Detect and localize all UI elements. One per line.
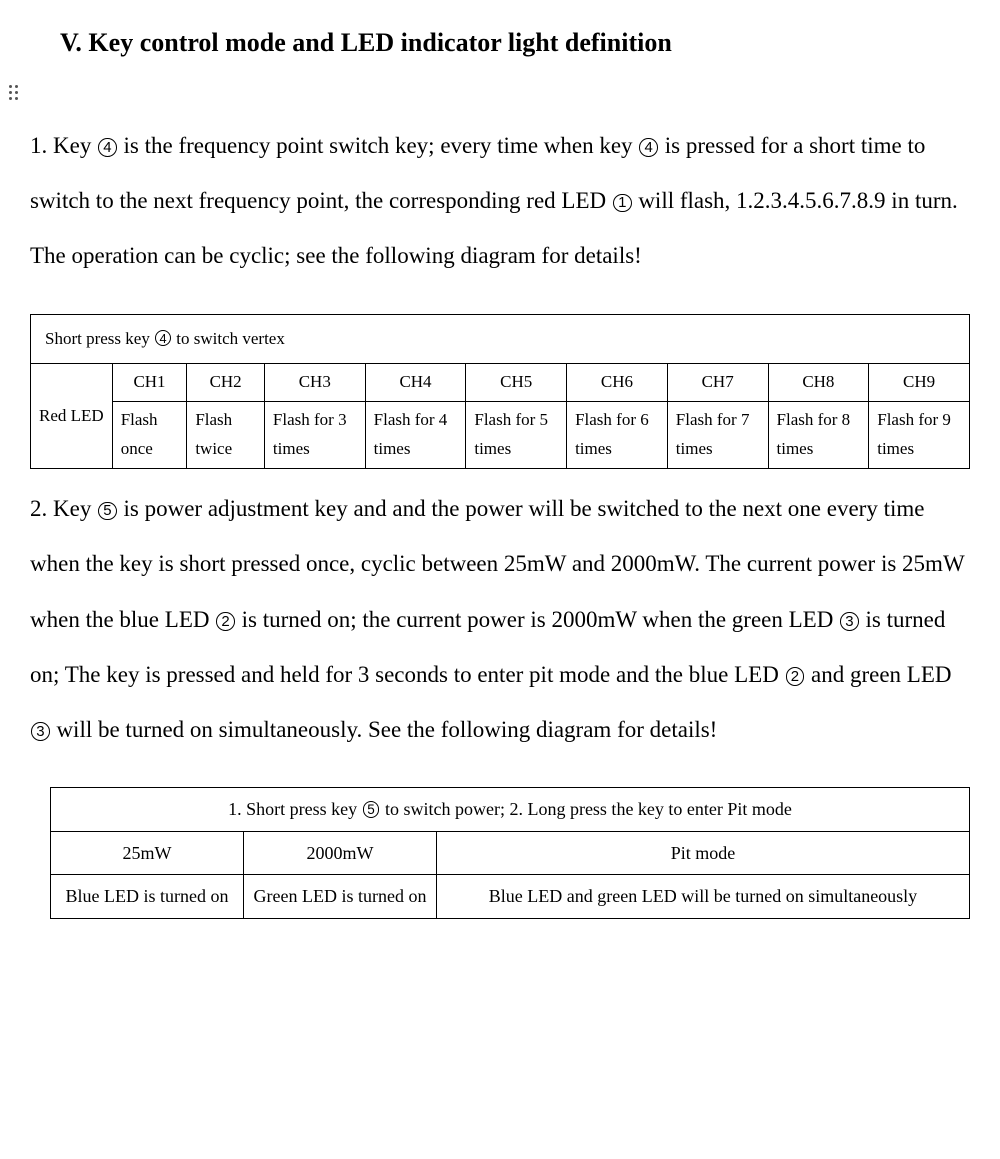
table2-header: 25mW: [51, 831, 244, 875]
table2-cell: Blue LED and green LED will be turned on…: [436, 875, 969, 919]
circled-4-icon: 4: [98, 138, 117, 157]
circled-2-icon: 2: [786, 667, 805, 686]
para1-text-b: is the frequency point switch key; every…: [118, 133, 639, 158]
circled-4-icon: 4: [639, 138, 658, 157]
paragraph-2: 2. Key 5 is power adjustment key and and…: [30, 481, 970, 757]
table1-cell: Flash for 7 times: [667, 402, 768, 469]
table1-col-header: CH4: [365, 364, 466, 402]
circled-3-icon: 3: [840, 612, 859, 631]
circled-3-icon: 3: [31, 722, 50, 741]
paragraph-1: 1. Key 4 is the frequency point switch k…: [30, 118, 970, 284]
para2-text-f: will be turned on simultaneously. See th…: [51, 717, 718, 742]
table1-cell: Flash for 9 times: [869, 402, 970, 469]
para2-text-c: is turned on; the current power is 2000m…: [236, 607, 839, 632]
table1-col-header: CH6: [567, 364, 668, 402]
circled-4-icon: 4: [155, 330, 171, 346]
document-page: V. Key control mode and LED indicator li…: [0, 0, 1000, 1159]
table-row: 25mW 2000mW Pit mode: [51, 831, 970, 875]
circled-5-icon: 5: [363, 801, 380, 818]
table-row: Flash once Flash twice Flash for 3 times…: [31, 402, 970, 469]
table-row: Blue LED is turned on Green LED is turne…: [51, 875, 970, 919]
table1-col-header: CH3: [264, 364, 365, 402]
table1-col-header: CH1: [112, 364, 187, 402]
table1-cell: Flash twice: [187, 402, 265, 469]
table1-cell: Flash for 3 times: [264, 402, 365, 469]
table1-col-header: CH9: [869, 364, 970, 402]
frequency-table: Short press key 4 to switch vertex Red L…: [30, 314, 970, 470]
table2-caption-b: to switch power; 2. Long press the key t…: [380, 799, 791, 819]
table2-cell: Blue LED is turned on: [51, 875, 244, 919]
para1-text-a: 1. Key: [30, 133, 97, 158]
circled-5-icon: 5: [98, 502, 117, 521]
para2-text-e: and green LED: [805, 662, 951, 687]
circled-1-icon: 1: [613, 194, 632, 213]
table1-cell: Flash for 4 times: [365, 402, 466, 469]
power-table: 1. Short press key 5 to switch power; 2.…: [50, 787, 970, 919]
table1-col-header: CH7: [667, 364, 768, 402]
table1-cell: Flash for 6 times: [567, 402, 668, 469]
table2-cell: Green LED is turned on: [243, 875, 436, 919]
table1-cell: Flash once: [112, 402, 187, 469]
table2-header: Pit mode: [436, 831, 969, 875]
table2-caption: 1. Short press key 5 to switch power; 2.…: [51, 788, 970, 832]
table1-cell: Flash for 5 times: [466, 402, 567, 469]
section-heading: V. Key control mode and LED indicator li…: [60, 28, 970, 58]
drag-handle-icon: [6, 82, 20, 102]
table1-rowlabel: Red LED: [31, 364, 113, 469]
table1-caption-b: to switch vertex: [172, 329, 285, 348]
table1-col-header: CH2: [187, 364, 265, 402]
table1-col-header: CH8: [768, 364, 869, 402]
table2-caption-a: 1. Short press key: [228, 799, 362, 819]
para2-text-a: 2. Key: [30, 496, 97, 521]
table-row: Red LED CH1 CH2 CH3 CH4 CH5 CH6 CH7 CH8 …: [31, 364, 970, 402]
table2-header: 2000mW: [243, 831, 436, 875]
table-row: 1. Short press key 5 to switch power; 2.…: [51, 788, 970, 832]
table1-caption: Short press key 4 to switch vertex: [31, 314, 970, 364]
table1-cell: Flash for 8 times: [768, 402, 869, 469]
table1-col-header: CH5: [466, 364, 567, 402]
table1-caption-a: Short press key: [45, 329, 154, 348]
circled-2-icon: 2: [216, 612, 235, 631]
table-row: Short press key 4 to switch vertex: [31, 314, 970, 364]
